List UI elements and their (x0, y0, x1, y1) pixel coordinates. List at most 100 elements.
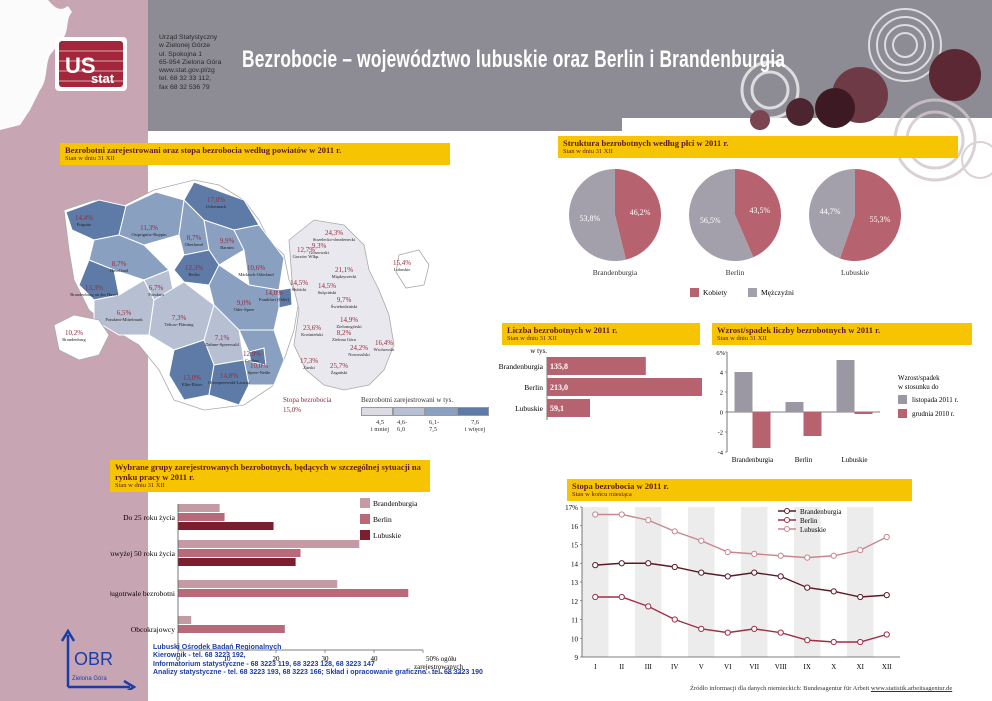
map-region-name: Dahme-Spreewald (205, 342, 239, 347)
line-point (618, 560, 625, 567)
legend-label-2: 4,6-6,0 (397, 419, 408, 433)
pie-slice-mezczyzni (569, 169, 626, 261)
line-point (671, 528, 678, 535)
pie-slice-kobiety (615, 169, 661, 260)
line-band (741, 507, 768, 657)
svg-text:US: US (65, 53, 96, 78)
footer-line: Analizy statystyczne - tel. 68 3223 193,… (153, 669, 483, 677)
groups-legend-label: Berlin (373, 515, 392, 524)
count-value-label: 135,8 (550, 362, 568, 371)
map-rate-label: 14,4% (75, 214, 93, 222)
map-region-name: Ostprignitz-Ruppin (132, 232, 168, 237)
groups-category: Powyżej 50 roku życia (110, 549, 176, 558)
groups-category: Do 25 roku życia (123, 513, 176, 522)
map-rate-label: 14,5% (318, 282, 336, 290)
line-point (724, 573, 731, 580)
map-region-name: Brandenburg an der Havel (70, 292, 118, 297)
pie-title: Struktura bezrobotnych według płci w 201… (563, 138, 729, 148)
line-point (592, 562, 599, 569)
line-legend-marker (784, 526, 790, 532)
line-ytick: 9 (575, 654, 579, 662)
map-region-name: Lubuskie (394, 267, 411, 272)
map-region (233, 224, 285, 291)
delta-category: Lubuskie (841, 456, 867, 464)
delta-bar (785, 402, 804, 412)
line-band (847, 507, 874, 657)
count-category: Lubuskie (515, 404, 544, 413)
groups-bar (178, 513, 225, 521)
groups-bar (178, 504, 220, 512)
line-point (645, 560, 652, 567)
map-banner: Bezrobotni zarejestrowani oraz stopa bez… (60, 143, 450, 165)
line-point (645, 603, 652, 610)
line-xtick: X (831, 663, 836, 671)
pie-slice-mezczyzni (689, 169, 754, 261)
map-region-name: Uckermark (206, 204, 227, 209)
map-rate-label: 10,6% (247, 264, 265, 272)
map-region-name: Barnim (220, 245, 234, 250)
map-rate-label: 12,9% (243, 350, 261, 358)
groups-legend-label: Brandenburgia (373, 499, 418, 508)
map-rate-label: 9,7% (337, 296, 352, 304)
line-band (582, 507, 609, 657)
delta-ytick: -2 (718, 430, 723, 437)
map-rate-label: 15,4% (393, 259, 411, 267)
map-rate-label: 23,6% (303, 324, 321, 332)
pie-label-kobiety: 55,3% (870, 215, 891, 224)
map-rate-label: 14,5% (290, 279, 308, 287)
line-point (698, 537, 705, 544)
map-rate-label: 14,8% (220, 372, 238, 380)
delta-unit: 6% (716, 350, 725, 357)
line-ytick: 12 (571, 598, 579, 606)
delta-bar (752, 412, 771, 448)
line-point (857, 593, 864, 601)
line-point (698, 569, 705, 576)
count-category: Berlin (524, 383, 543, 392)
obr-subtext: Zielona Góra (72, 676, 107, 682)
office-line: fax 68 32 536 79 (159, 83, 210, 91)
map-region-name: Żarski (303, 365, 315, 370)
footer-contacts: Lubuski Ośrodek Badań Regionalnych Kiero… (153, 644, 483, 678)
map-rate-label: 11,3% (140, 224, 158, 232)
line-point (857, 547, 864, 554)
office-line: 65-954 Zielona Góra (159, 58, 222, 66)
pie-category-label: Berlin (726, 268, 745, 277)
count-unit: w tys. (530, 347, 547, 355)
line-xtick: V (699, 663, 704, 671)
line-band (794, 507, 821, 657)
page-title: Bezrobocie – województwo lubuskie oraz B… (242, 46, 786, 73)
delta-subtitle: Stan w dniu 31 XII (717, 335, 767, 342)
groups-bar (178, 558, 296, 566)
legend-swatch-4 (457, 407, 489, 416)
map-rate-label: 16,4% (375, 339, 393, 347)
line-point (883, 533, 890, 541)
legend-swatch-2 (393, 407, 425, 416)
line-ytick: 11 (571, 617, 578, 625)
line-title: Stopa bezrobocia w 2011 r. (572, 481, 669, 491)
office-line: ul. Spokojna 1 (159, 50, 203, 58)
count-category: Brandenburgia (499, 362, 544, 371)
count-value-label: 213,0 (550, 383, 568, 392)
map-rate-label: 24,3% (325, 229, 343, 237)
map-rate-label: 7,3% (172, 314, 187, 322)
line-xtick: VI (724, 663, 732, 671)
groups-bar-chart: Do 25 roku życia Powyżej 50 roku życia Dłu… (110, 498, 463, 674)
line-point (883, 631, 890, 638)
groups-banner: Wybrane grupy zarejestrowanych bezrobotn… (110, 460, 430, 492)
groups-legend-label: Lubuskie (373, 531, 402, 540)
delta-legend-label: grudnia 2010 r. (912, 410, 955, 418)
line-legend-label: Lubuskie (800, 526, 826, 534)
delta-ytick: 2 (720, 390, 723, 397)
pie-legend-kobiety: Kobiety (703, 288, 727, 297)
groups-legend-swatch (360, 498, 370, 508)
map-region-name: Gorzów Wlkp. (293, 254, 320, 259)
line-xtick: XI (857, 663, 865, 671)
pie-slice-kobiety (735, 169, 781, 258)
count-value-label: 59,1 (550, 404, 564, 413)
groups-category: Obcokrajowcy (131, 625, 175, 634)
line-point (777, 552, 784, 559)
source-link[interactable]: www.statistik.arbeitsagentur.de (870, 685, 953, 692)
delta-ytick: 0 (720, 410, 723, 417)
groups-bar (178, 625, 285, 633)
